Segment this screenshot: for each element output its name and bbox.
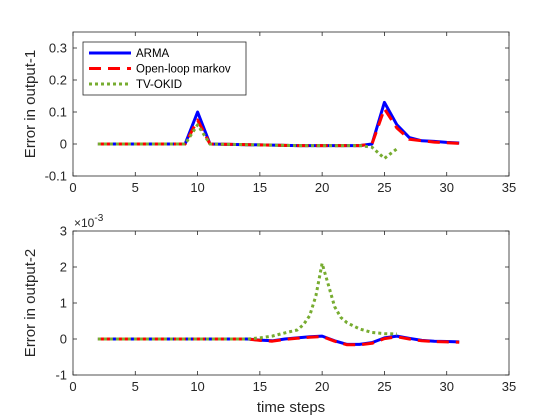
x-tick-label: 5 [132,180,139,195]
x-tick-label: 10 [190,180,204,195]
x-tick-label: 35 [502,180,516,195]
x-tick-label: 15 [253,180,267,195]
x-tick-label: 30 [439,180,453,195]
legend-entry-label: ARMA [136,48,170,60]
series-line-open-loop-markov [97,335,460,347]
x-tick-label: 5 [132,379,139,394]
legend: ARMA Open-loop markov TV-OKID [82,41,247,96]
x-tick-label: 10 [190,379,204,394]
x-tick-label: 0 [69,180,76,195]
legend-entry-label: Open-loop markov [136,64,231,76]
y-tick-label: 0.2 [49,73,67,88]
y-tick-label: 0 [60,137,67,152]
x-axis-label: time steps [257,399,325,416]
x-tick-label: 30 [439,379,453,394]
y-tick-label: 0.3 [49,41,67,56]
axes-box [72,230,510,376]
y-axis-label: Error in output-2 [22,249,39,357]
y-tick-label: -0.1 [45,169,67,184]
series-line-tv-okid [97,261,397,341]
x-tick-label: 35 [502,379,516,394]
y-axis-label: Error in output-1 [22,50,39,158]
x-tick-label: 25 [377,379,391,394]
y-tick-label: 3 [60,224,67,239]
y-tick-label: 2 [60,260,67,275]
series-line-tv-okid [97,123,398,160]
y-tick-label: 0 [60,332,67,347]
x-tick-label: 0 [69,379,76,394]
x-tick-label: 15 [253,379,267,394]
y-tick-label: 1 [60,296,67,311]
y-exponent-label: ×10-3 [74,213,104,230]
x-tick-label: 25 [377,180,391,195]
legend-entry-label: TV-OKID [136,79,182,91]
y-tick-label: 0.1 [49,105,67,120]
series-line-open-loop-markov [97,107,460,148]
x-tick-label: 20 [315,379,329,394]
x-tick-label: 20 [315,180,329,195]
y-tick-label: -1 [55,368,67,383]
